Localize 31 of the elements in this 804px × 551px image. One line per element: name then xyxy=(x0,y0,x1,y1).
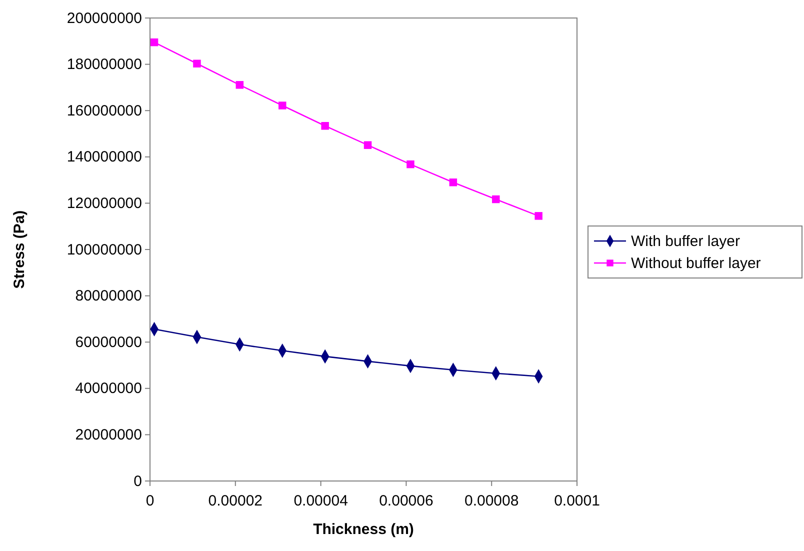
y-tick-label: 0 xyxy=(134,472,142,490)
x-tick-label: 0.00002 xyxy=(208,492,263,510)
point xyxy=(236,81,244,89)
point xyxy=(278,102,286,110)
x-tick-label: 0.0001 xyxy=(554,492,600,510)
x-axis-title: Thickness (m) xyxy=(313,521,414,538)
point xyxy=(321,122,329,130)
point xyxy=(406,160,414,168)
x-tick-label: 0 xyxy=(146,492,154,510)
y-tick-label: 160000000 xyxy=(66,102,142,120)
x-tick-label: 0.00004 xyxy=(294,492,348,510)
y-tick-label: 200000000 xyxy=(66,10,142,27)
point xyxy=(364,141,372,149)
point xyxy=(193,60,201,68)
point xyxy=(534,212,542,220)
y-tick-label: 40000000 xyxy=(75,380,142,398)
y-tick-label: 20000000 xyxy=(75,426,142,444)
legend-label: With buffer layer xyxy=(631,233,740,250)
y-tick-label: 60000000 xyxy=(75,334,142,351)
x-tick-label: 0.00008 xyxy=(464,492,519,510)
y-tick-label: 140000000 xyxy=(66,148,142,166)
point xyxy=(449,178,458,186)
y-tick-label: 80000000 xyxy=(75,288,142,305)
y-axis-title: Stress (Pa) xyxy=(11,210,28,289)
x-tick-label: 0.00006 xyxy=(379,492,434,510)
point xyxy=(150,38,158,46)
legend-label: Without buffer layer xyxy=(631,255,761,272)
y-tick-label: 100000000 xyxy=(66,241,142,258)
point xyxy=(492,195,500,204)
y-tick-label: 180000000 xyxy=(66,56,142,74)
y-tick-label: 120000000 xyxy=(66,195,142,212)
